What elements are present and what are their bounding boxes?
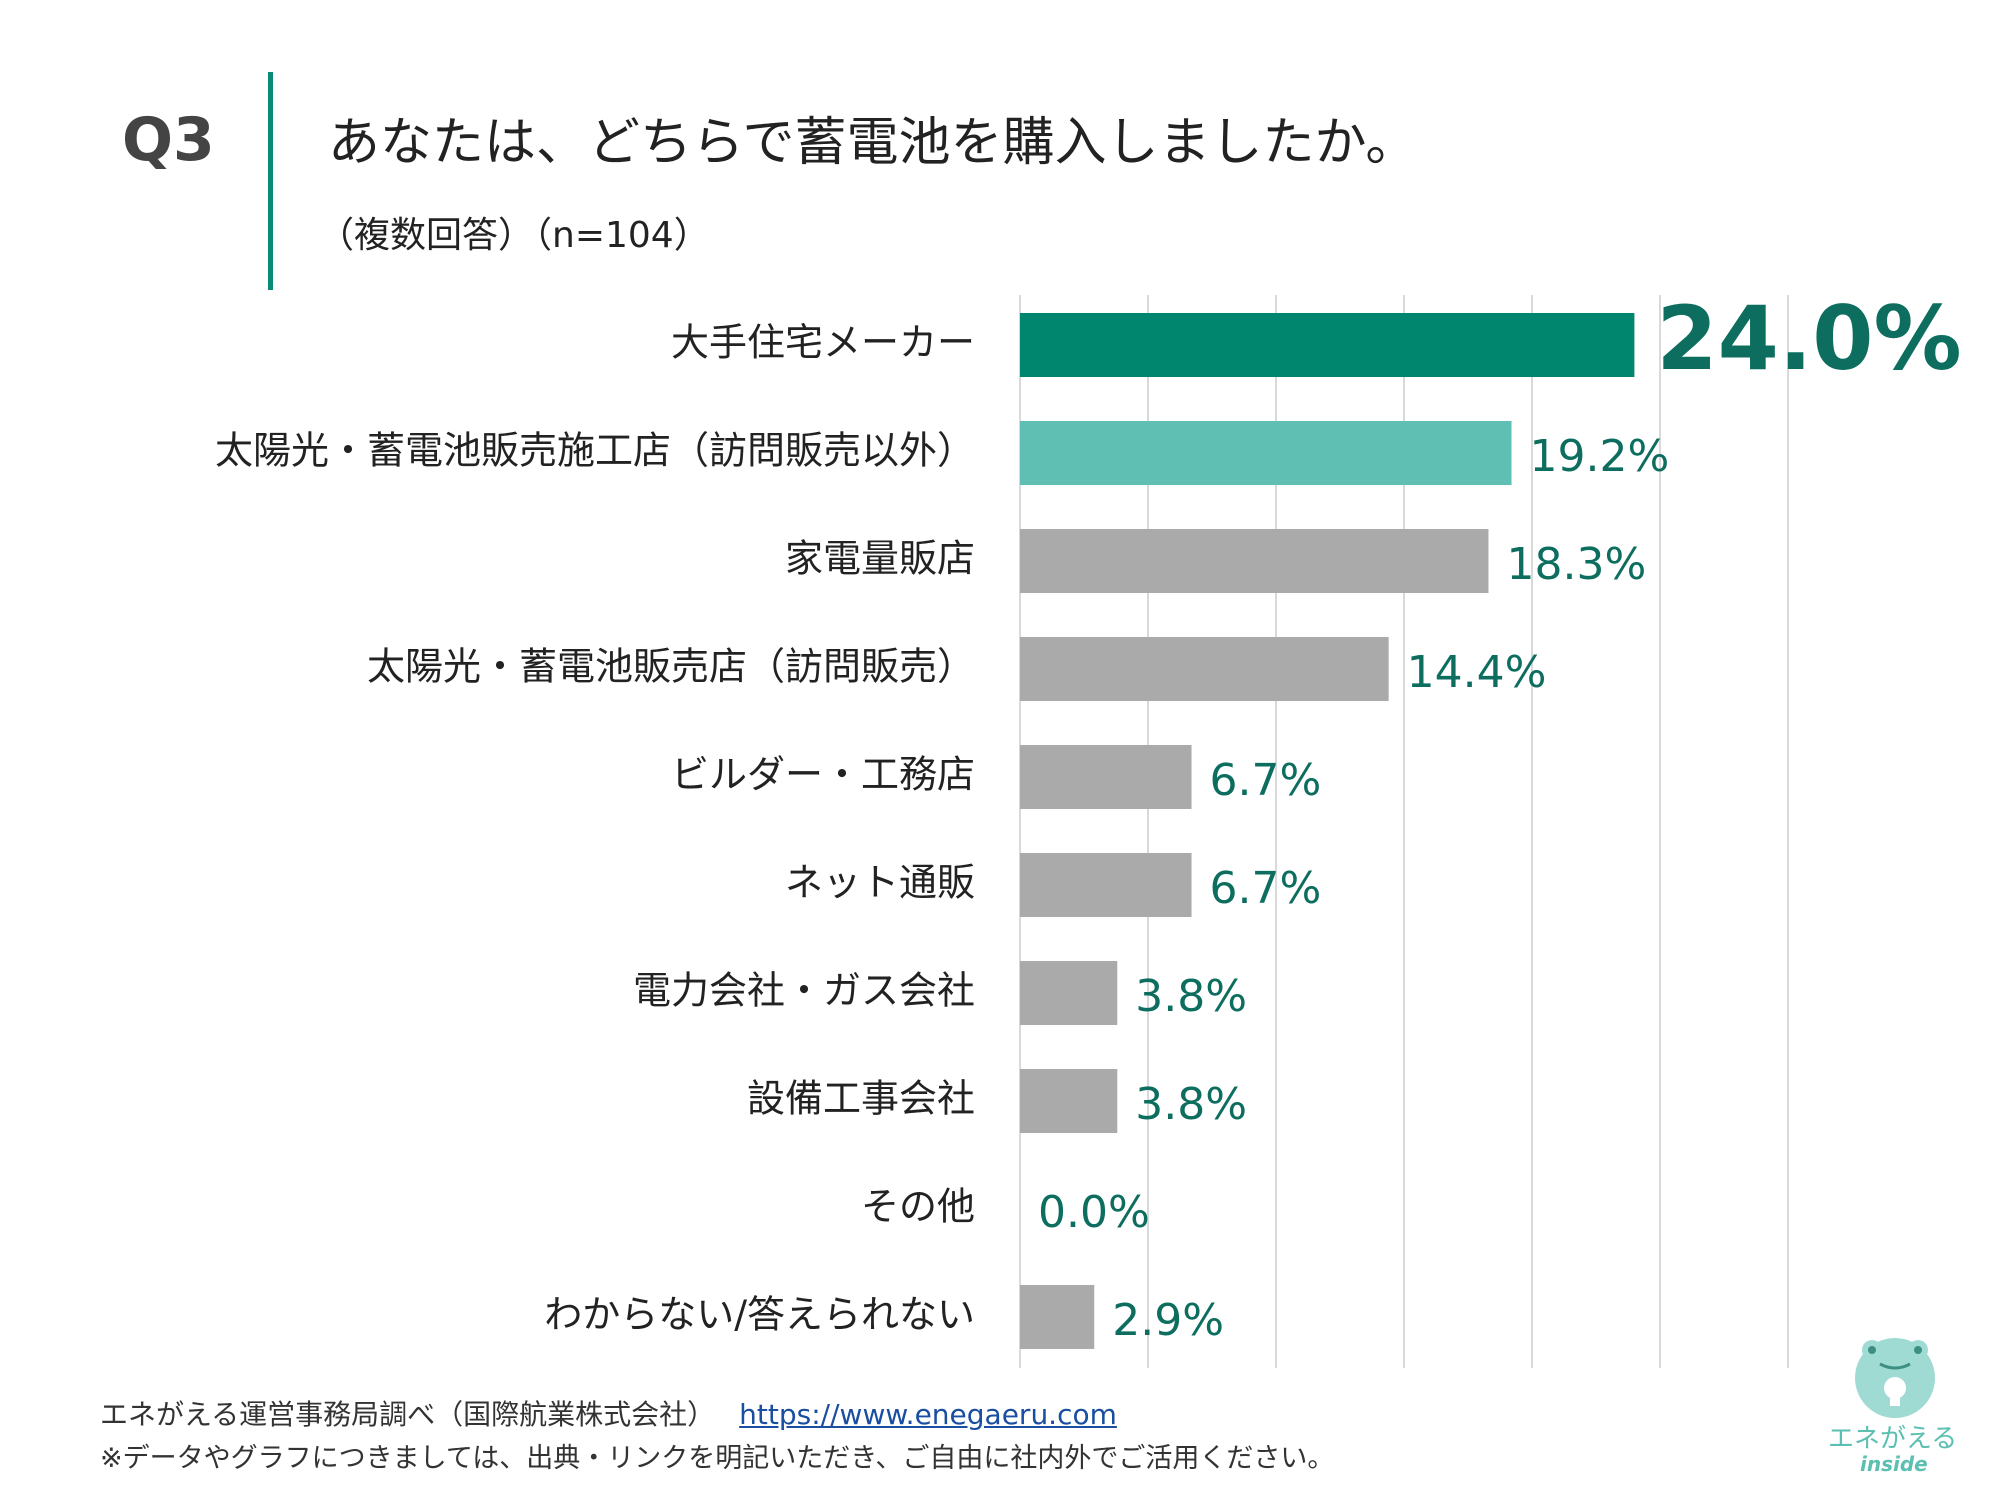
footer-note: ※データやグラフにつきましては、出典・リンクを明記いただき、ご自由に社内外でご活… xyxy=(100,1443,1335,1474)
bar xyxy=(1020,1069,1118,1133)
value-label: 3.8% xyxy=(1135,1079,1247,1130)
category-label: ビルダー・工務店 xyxy=(671,753,975,797)
value-label: 6.7% xyxy=(1210,755,1322,806)
value-label: 18.3% xyxy=(1506,539,1646,590)
category-label: その他 xyxy=(861,1185,975,1229)
category-label: 電力会社・ガス会社 xyxy=(633,969,975,1013)
category-label: 太陽光・蓄電池販売施工店（訪問販売以外） xyxy=(215,429,975,473)
bar xyxy=(1020,745,1192,809)
value-label: 19.2% xyxy=(1530,431,1670,482)
value-label: 6.7% xyxy=(1210,863,1322,914)
source-link[interactable]: https://www.enegaeru.com xyxy=(739,1398,1117,1431)
category-label: 設備工事会社 xyxy=(747,1077,975,1121)
value-label: 14.4% xyxy=(1407,647,1547,698)
category-label: ネット通販 xyxy=(785,861,975,905)
bar xyxy=(1020,529,1489,593)
frog-lightbulb-icon xyxy=(1855,1338,1935,1418)
value-label: 24.0% xyxy=(1656,287,1961,390)
logo-name: エネがえる xyxy=(1828,1424,1958,1454)
source-text: エネがえる運営事務局調べ（国際航業株式会社） xyxy=(100,1398,716,1431)
value-label: 3.8% xyxy=(1135,971,1247,1022)
value-label: 2.9% xyxy=(1112,1295,1224,1346)
bar xyxy=(1020,313,1635,377)
bar xyxy=(1020,961,1118,1025)
logo-sub: inside xyxy=(1860,1452,1928,1476)
chart-title: あなたは、どちらで蓄電池を購入しましたか。 xyxy=(328,113,1418,173)
chart-subtitle: （複数回答）（n=104） xyxy=(318,215,710,256)
bar xyxy=(1020,853,1192,917)
footer-source: エネがえる運営事務局調べ（国際航業株式会社） https://www.enegae… xyxy=(100,1393,1117,1433)
bar xyxy=(1020,1285,1095,1349)
header-divider xyxy=(268,72,273,290)
bar xyxy=(1020,637,1389,701)
category-label: 太陽光・蓄電池販売店（訪問販売） xyxy=(367,645,975,689)
bar xyxy=(1020,421,1512,485)
category-label: 家電量販店 xyxy=(785,537,975,581)
value-label: 0.0% xyxy=(1038,1187,1150,1238)
category-label: 大手住宅メーカー xyxy=(671,321,975,365)
question-number: Q3 xyxy=(122,105,215,175)
category-label: わからない/答えられない xyxy=(544,1293,975,1337)
